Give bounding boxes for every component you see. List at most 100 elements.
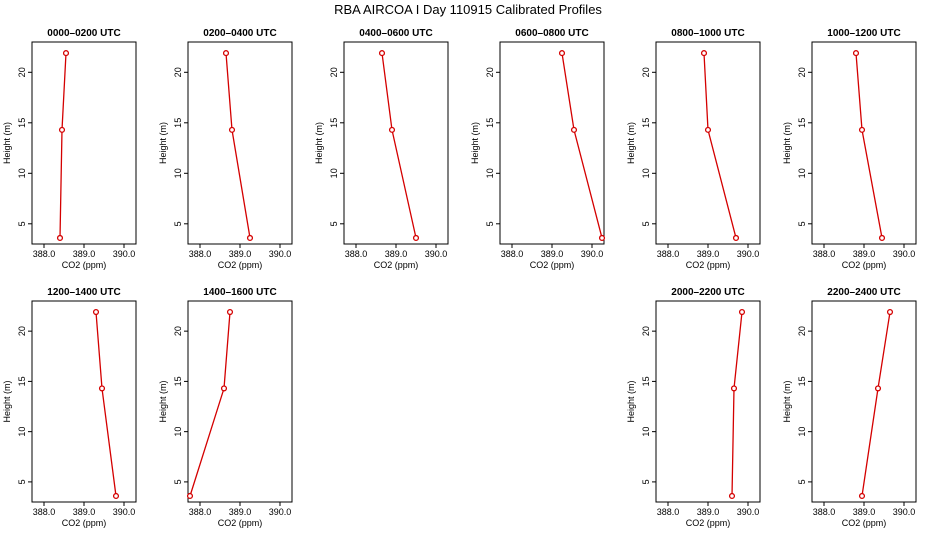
y-tick-label: 20 (173, 67, 183, 77)
profile-point (858, 126, 866, 133)
plot-frame (655, 41, 761, 245)
profile-line (225, 53, 251, 239)
x-tick-label: 388.0 (657, 507, 680, 517)
x-tick-label: 389.0 (853, 249, 876, 259)
y-axis-label: Height (m) (626, 380, 636, 422)
plot-frame (499, 41, 605, 245)
y-tick-label: 15 (641, 376, 651, 386)
profile-line (731, 312, 743, 497)
y-tick-label: 15 (485, 118, 495, 128)
y-tick-label: 10 (329, 168, 339, 178)
profile-panel: 0400–0600 UTC 388.0 389.0 390.0 5 10 15 20 CO2 (… (314, 28, 449, 270)
x-tick-label: 388.0 (345, 249, 368, 259)
y-tick-label: 20 (797, 67, 807, 77)
panel-title: 0400–0600 UTC (359, 28, 432, 39)
x-tick-label: 389.0 (229, 507, 252, 517)
y-axis-label: Height (m) (782, 122, 792, 164)
panel-grid: 0000–0200 UTC 388.0 389.0 390.0 5 10 15 20 CO2 (… (2, 28, 917, 528)
y-tick-label: 10 (17, 168, 27, 178)
plot-frame (187, 300, 293, 503)
y-tick-label: 15 (17, 118, 27, 128)
y-tick-label: 5 (17, 479, 27, 484)
profile-point (732, 234, 740, 241)
profile-line (703, 53, 737, 239)
profile-point (58, 126, 66, 133)
profile-point (886, 309, 894, 316)
x-tick-label: 388.0 (189, 507, 212, 517)
profile-point (858, 492, 866, 500)
profile-line (855, 53, 883, 239)
x-tick-label: 388.0 (33, 249, 56, 259)
plot-frame (655, 300, 761, 503)
x-tick-label: 389.0 (697, 249, 720, 259)
profile-line (861, 311, 891, 497)
profile-point (704, 126, 712, 133)
profile-point (852, 50, 860, 57)
x-axis-label: CO2 (ppm) (218, 518, 263, 528)
profile-point (730, 385, 738, 392)
x-axis-label: CO2 (ppm) (62, 518, 107, 528)
panel-title: 2000–2200 UTC (671, 287, 744, 298)
figure-title: RBA AIRCOA I Day 110915 Calibrated Profi… (334, 2, 602, 17)
x-tick-label: 390.0 (113, 507, 136, 517)
x-tick-label: 389.0 (73, 507, 96, 517)
profile-panel: 2200–2400 UTC 388.0 389.0 390.0 5 10 15 20 CO2 (… (782, 287, 917, 528)
profile-point (738, 309, 746, 316)
y-tick-label: 20 (17, 67, 27, 77)
panel-title: 0800–1000 UTC (671, 28, 744, 39)
panel-title: 1200–1400 UTC (47, 287, 120, 298)
panel-title: 0600–0800 UTC (515, 28, 588, 39)
profile-point (186, 492, 194, 500)
y-tick-label: 10 (641, 168, 651, 178)
y-tick-label: 20 (329, 67, 339, 77)
plot-frame (31, 300, 137, 503)
profile-panel: 1000–1200 UTC 388.0 389.0 390.0 5 10 15 20 CO2 (… (782, 28, 917, 270)
y-axis-label: Height (m) (626, 122, 636, 164)
x-axis-label: CO2 (ppm) (530, 260, 575, 270)
profile-point (700, 50, 708, 57)
panel-title: 0200–0400 UTC (203, 28, 276, 39)
y-tick-label: 15 (797, 376, 807, 386)
x-axis-label: CO2 (ppm) (842, 260, 887, 270)
profile-panel: 1400–1600 UTC 388.0 389.0 390.0 5 10 15 20 CO2 (… (158, 287, 293, 528)
x-tick-label: 388.0 (657, 249, 680, 259)
x-tick-label: 390.0 (425, 249, 448, 259)
profile-point (728, 492, 736, 500)
x-tick-label: 390.0 (893, 507, 916, 517)
y-tick-label: 20 (17, 326, 27, 336)
profile-panel: 0800–1000 UTC 388.0 389.0 390.0 5 10 15 20 CO2 (… (626, 28, 761, 270)
y-tick-label: 5 (641, 221, 651, 226)
profile-point (220, 385, 228, 392)
x-tick-label: 390.0 (737, 507, 760, 517)
profile-point (92, 309, 100, 316)
profile-point (874, 385, 882, 392)
x-tick-label: 390.0 (737, 249, 760, 259)
y-axis-label: Height (m) (2, 122, 12, 164)
x-tick-label: 390.0 (581, 249, 604, 259)
profile-point (598, 234, 606, 241)
y-tick-label: 15 (641, 118, 651, 128)
profile-line (561, 52, 603, 239)
y-axis-label: Height (m) (782, 380, 792, 422)
y-axis-label: Height (m) (314, 122, 324, 164)
x-tick-label: 389.0 (853, 507, 876, 517)
x-tick-label: 388.0 (813, 249, 836, 259)
panel-title: 1000–1200 UTC (827, 28, 900, 39)
y-tick-label: 15 (173, 118, 183, 128)
y-tick-label: 15 (797, 118, 807, 128)
y-tick-label: 5 (17, 221, 27, 226)
x-tick-label: 389.0 (73, 249, 96, 259)
profile-point (878, 234, 886, 241)
profile-point (378, 50, 386, 57)
x-tick-label: 388.0 (501, 249, 524, 259)
y-tick-label: 10 (17, 427, 27, 437)
profile-point (558, 50, 566, 57)
y-tick-label: 20 (641, 326, 651, 336)
y-axis-label: Height (m) (2, 380, 12, 422)
profile-point (222, 50, 230, 57)
y-tick-label: 15 (17, 376, 27, 386)
x-tick-label: 389.0 (541, 249, 564, 259)
profile-point (228, 126, 236, 133)
profile-line (59, 53, 67, 238)
profile-line (189, 312, 231, 497)
